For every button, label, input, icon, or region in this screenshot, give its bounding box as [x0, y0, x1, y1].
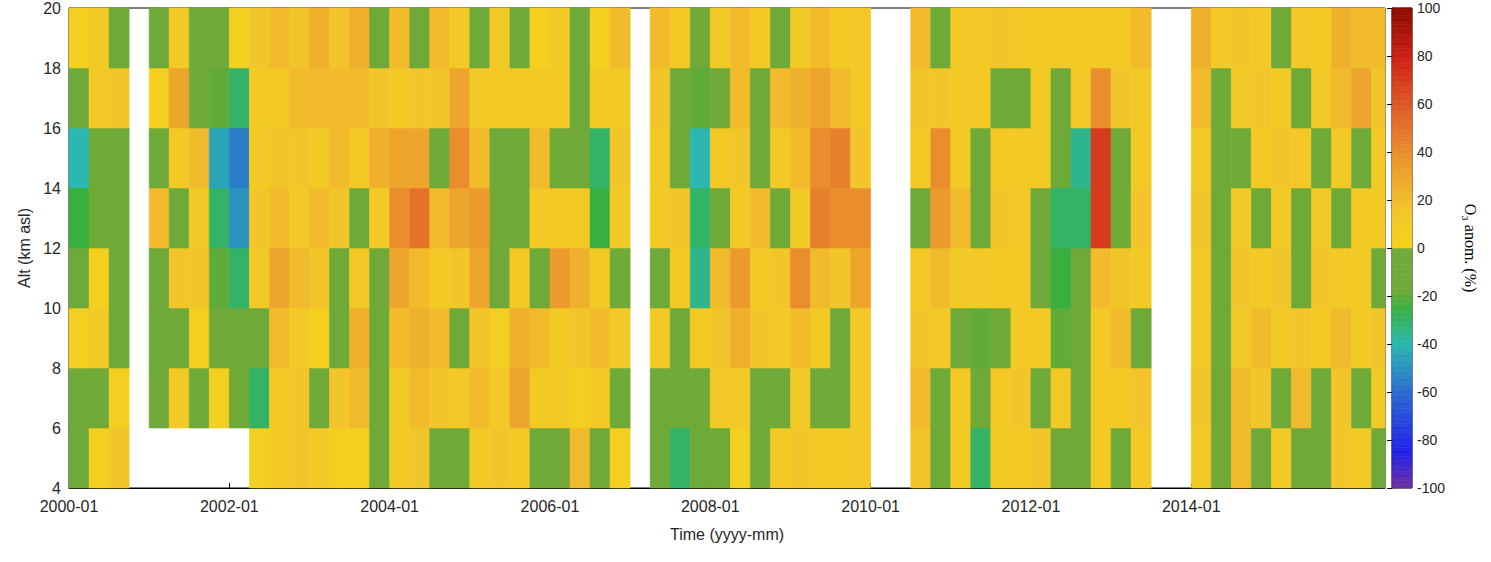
svg-text:20: 20	[1417, 192, 1433, 208]
svg-text:Time (yyyy-mm): Time (yyyy-mm)	[670, 526, 784, 543]
svg-text:40: 40	[1417, 144, 1433, 160]
svg-text:2002-01: 2002-01	[200, 498, 259, 515]
svg-text:18: 18	[43, 60, 61, 77]
svg-text:100: 100	[1417, 0, 1441, 16]
svg-text:2008-01: 2008-01	[681, 498, 740, 515]
svg-text:14: 14	[43, 180, 61, 197]
svg-text:2006-01: 2006-01	[521, 498, 580, 515]
svg-text:4: 4	[52, 480, 61, 497]
svg-text:10: 10	[43, 300, 61, 317]
svg-text:Alt (km asl): Alt (km asl)	[16, 208, 33, 288]
svg-text:2000-01: 2000-01	[40, 498, 99, 515]
svg-text:12: 12	[43, 240, 61, 257]
svg-text:16: 16	[43, 120, 61, 137]
svg-text:2004-01: 2004-01	[360, 498, 419, 515]
svg-text:-20: -20	[1417, 288, 1437, 304]
svg-text:-60: -60	[1417, 384, 1437, 400]
svg-text:60: 60	[1417, 96, 1433, 112]
svg-text:20: 20	[43, 0, 61, 17]
svg-text:6: 6	[52, 420, 61, 437]
svg-text:-40: -40	[1417, 336, 1437, 352]
svg-text:0: 0	[1417, 240, 1425, 256]
svg-text:8: 8	[52, 360, 61, 377]
svg-text:O₃ anom. (%): O₃ anom. (%)	[1461, 204, 1479, 293]
svg-text:2012-01: 2012-01	[1002, 498, 1061, 515]
svg-text:-100: -100	[1417, 480, 1445, 496]
svg-text:2010-01: 2010-01	[841, 498, 900, 515]
svg-text:2014-01: 2014-01	[1162, 498, 1221, 515]
svg-text:80: 80	[1417, 48, 1433, 64]
svg-text:-80: -80	[1417, 432, 1437, 448]
